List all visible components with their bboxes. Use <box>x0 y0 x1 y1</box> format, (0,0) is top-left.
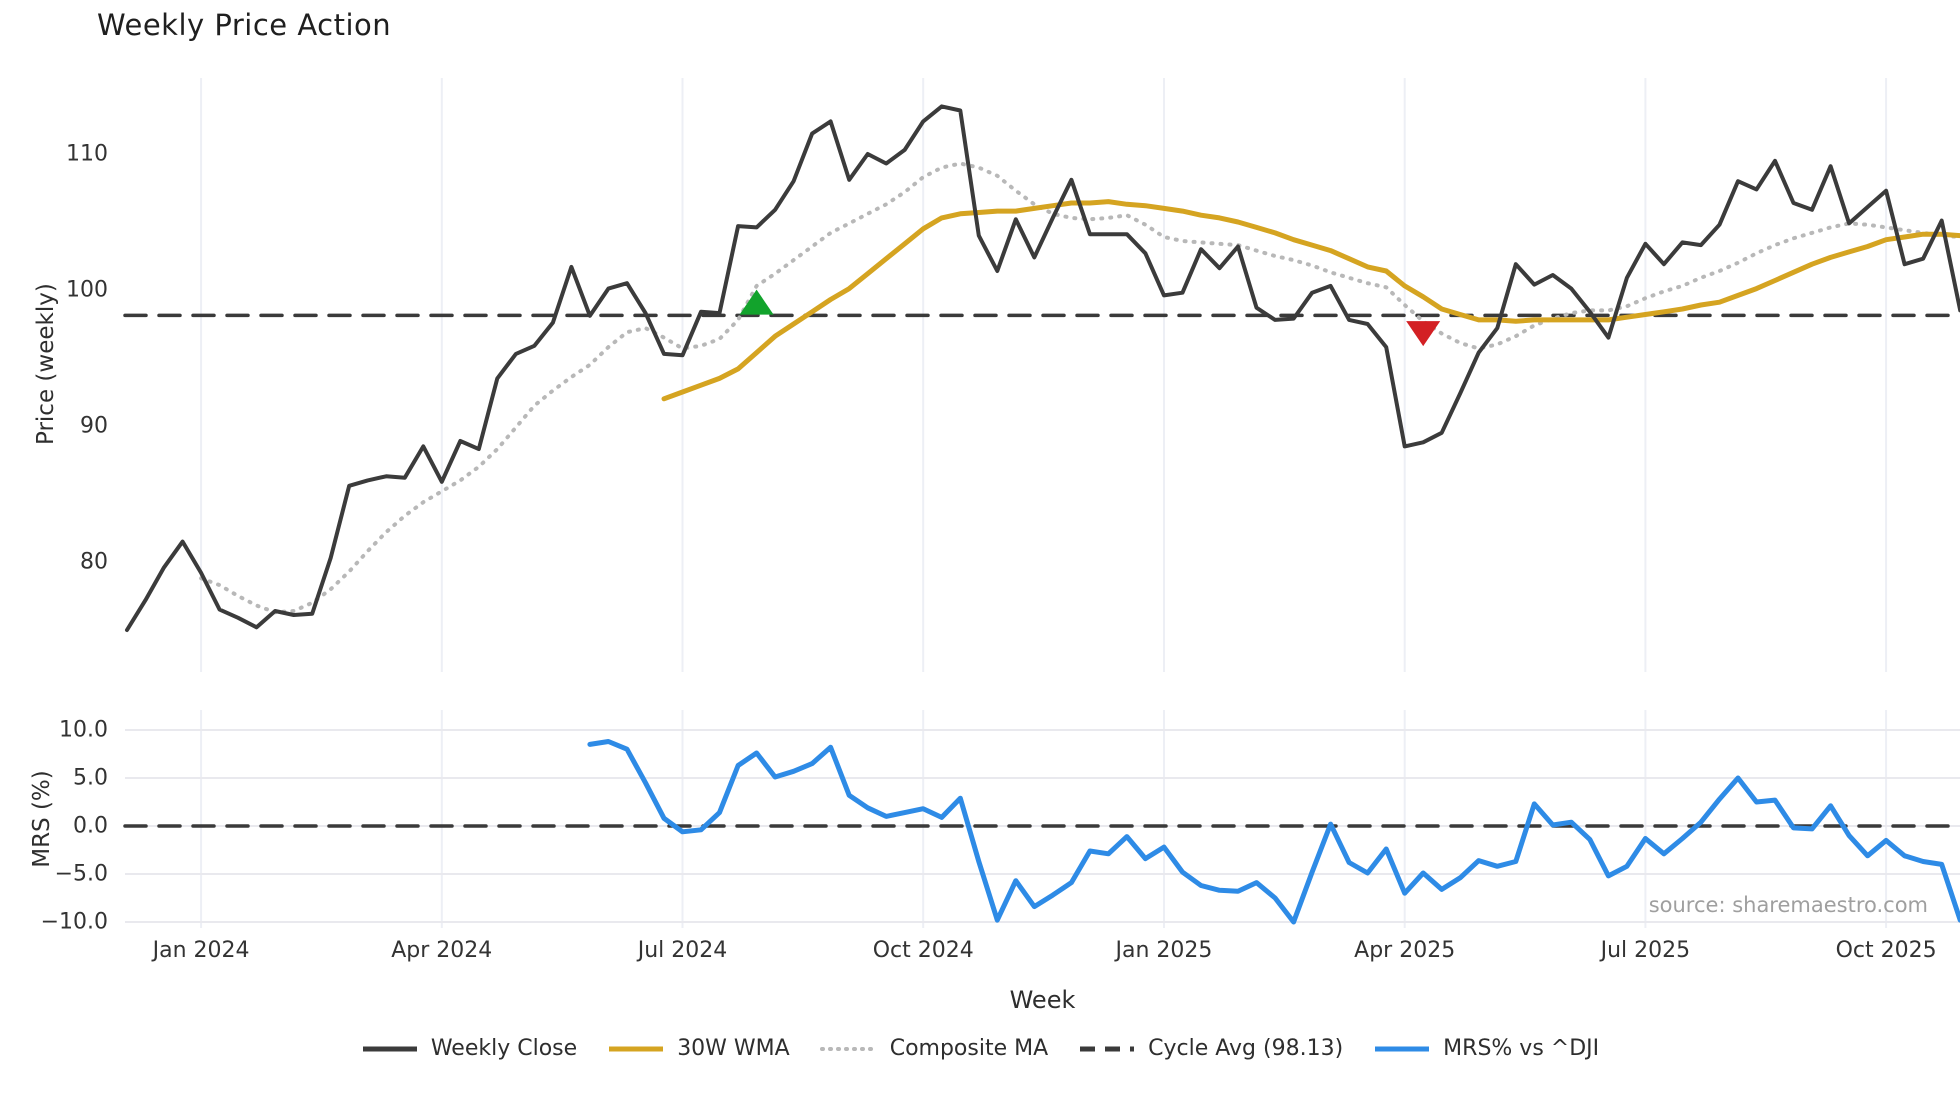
legend-swatch-solid <box>362 1046 417 1051</box>
price-ytick-label: 100 <box>66 277 108 303</box>
legend-item: 30W WMA <box>607 1036 790 1061</box>
mrs-ytick-label: −5.0 <box>54 861 108 887</box>
x-axis-label: Week <box>1009 986 1076 1014</box>
legend-item: Weekly Close <box>361 1036 577 1061</box>
x-tick-label: Jan 2025 <box>1115 938 1213 963</box>
mrs-ytick-label: −10.0 <box>40 909 108 935</box>
mrs-ytick-label: 10.0 <box>59 717 108 743</box>
legend-item: Cycle Avg (98.13) <box>1078 1036 1343 1061</box>
x-tick-label: Apr 2025 <box>1354 938 1456 963</box>
buy-signal-marker <box>739 289 774 315</box>
x-tick-label: Oct 2025 <box>1835 938 1937 963</box>
mrs-ytick-label: 5.0 <box>73 765 108 791</box>
legend-swatch-dashed <box>1080 1046 1135 1051</box>
legend-label: Composite MA <box>889 1036 1049 1061</box>
price-ytick-label: 80 <box>80 549 108 575</box>
price-ytick-label: 110 <box>66 141 108 167</box>
legend-label: Cycle Avg (98.13) <box>1148 1036 1344 1061</box>
legend-swatch-solid <box>1375 1046 1430 1051</box>
x-tick-label: Jul 2024 <box>637 938 728 963</box>
legend-label: Weekly Close <box>430 1036 578 1061</box>
legend-item: Composite MA <box>819 1036 1049 1061</box>
x-tick-label: Jan 2024 <box>152 938 250 963</box>
mrs-ytick-label: 0.0 <box>73 813 108 839</box>
legend-swatch-solid <box>609 1046 664 1051</box>
x-tick-label: Jul 2025 <box>1600 938 1691 963</box>
sell-signal-marker <box>1406 321 1441 347</box>
chart-legend: Weekly Close 30W WMA Composite MA Cycle Avg… <box>0 1036 1960 1061</box>
mrs-line <box>587 739 1960 925</box>
legend-swatch-dotted <box>819 1046 878 1051</box>
x-tick-label: Oct 2024 <box>872 938 974 963</box>
x-tick-label: Apr 2024 <box>391 938 493 963</box>
weekly-close-line <box>125 104 1960 632</box>
source-watermark: source: sharemaestro.com <box>1648 893 1928 917</box>
legend-label: MRS% vs ^DJI <box>1443 1036 1600 1061</box>
legend-label: 30W WMA <box>677 1036 790 1061</box>
legend-item: MRS% vs ^DJI <box>1373 1036 1599 1061</box>
composite-ma-line <box>199 161 1960 615</box>
chart-title: Weekly Price Action <box>97 8 392 42</box>
wma-30w-line <box>661 199 1960 402</box>
price-ytick-label: 90 <box>80 413 108 439</box>
